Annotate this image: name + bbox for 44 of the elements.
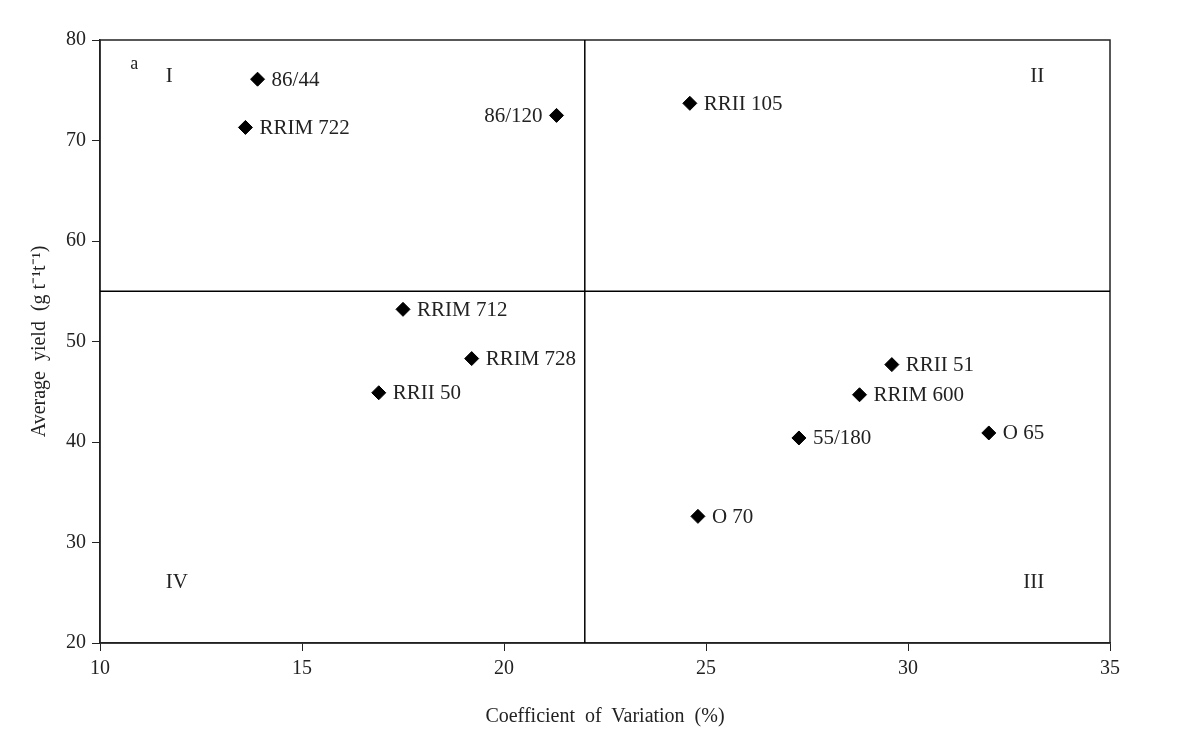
point — [682, 95, 698, 111]
y-tick-label: 20 — [66, 630, 86, 653]
y-tick-label: 40 — [66, 429, 86, 452]
annotation: RRII 105 — [703, 90, 783, 115]
point — [395, 301, 411, 317]
annotation: I — [165, 62, 173, 87]
annotation: O 65 — [1002, 420, 1045, 445]
annotation: a — [130, 52, 139, 73]
x-tick-label: 35 — [1100, 656, 1120, 679]
point — [371, 385, 387, 401]
point — [690, 508, 706, 524]
annotation: O 70 — [711, 503, 754, 528]
annotation: RRIM 728 — [485, 346, 577, 371]
annotation: II — [1030, 62, 1045, 87]
y-axis-title: Average yield (g t⁻¹t⁻¹) — [27, 245, 51, 438]
annotation: RRIM 600 — [873, 382, 964, 407]
point — [464, 351, 480, 367]
y-tick-label: 30 — [66, 529, 86, 552]
annotation: 55/180 — [812, 425, 872, 450]
annotation: III — [1023, 569, 1045, 594]
y-tick-label: 80 — [66, 27, 86, 50]
point — [791, 430, 807, 446]
point — [549, 107, 565, 123]
x-tick-label: 20 — [494, 656, 514, 679]
x-tick-label: 30 — [898, 656, 918, 679]
y-tick-label: 60 — [66, 228, 86, 251]
x-axis-title: Coefficient of Variation (%) — [485, 704, 725, 728]
annotation: 86/120 — [484, 102, 543, 127]
y-tick-label: 50 — [66, 328, 86, 351]
annotation: IV — [165, 569, 188, 594]
annotation: RRIM 712 — [417, 296, 508, 321]
x-tick-label: 25 — [696, 656, 716, 679]
point — [852, 387, 868, 403]
annotation: RRIM 722 — [259, 114, 350, 139]
annotation: RRII 51 — [905, 352, 975, 377]
x-tick-label: 15 — [292, 656, 312, 679]
point — [250, 71, 266, 87]
annotation: 86/44 — [271, 66, 320, 91]
annotation: RRII 50 — [392, 380, 462, 405]
x-tick-label: 10 — [90, 656, 110, 679]
point — [237, 119, 253, 135]
point — [981, 425, 997, 441]
y-tick-label: 70 — [66, 127, 86, 150]
point — [884, 357, 900, 373]
